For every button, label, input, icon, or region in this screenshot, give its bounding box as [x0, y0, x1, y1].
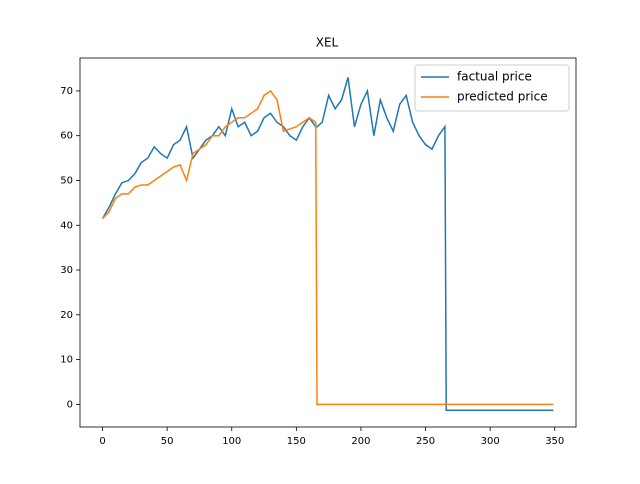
y-tick-label: 70 [60, 86, 73, 97]
x-tick-label: 300 [481, 436, 500, 447]
y-tick-label: 10 [60, 355, 73, 366]
x-tick-label: 350 [545, 436, 564, 447]
legend-label: factual price [457, 70, 532, 84]
x-tick-label: 200 [351, 436, 370, 447]
legend-label: predicted price [457, 90, 548, 104]
x-tick-label: 0 [99, 436, 105, 447]
x-tick-label: 100 [222, 436, 241, 447]
line [102, 89, 554, 406]
chart-title: XEL [316, 36, 339, 50]
line [101, 77, 554, 411]
y-tick-label: 40 [60, 220, 73, 231]
y-tick-label: 60 [60, 131, 73, 142]
legend-box [414, 64, 570, 112]
y-tick-label: 20 [60, 310, 73, 321]
x-tick-label: 250 [416, 436, 435, 447]
y-tick-label: 30 [60, 265, 73, 276]
x-tick-label: 50 [161, 436, 174, 447]
x-tick-label: 150 [287, 436, 306, 447]
y-tick-label: 50 [60, 175, 73, 186]
y-tick-label: 0 [67, 399, 73, 410]
plot-area [79, 57, 577, 428]
